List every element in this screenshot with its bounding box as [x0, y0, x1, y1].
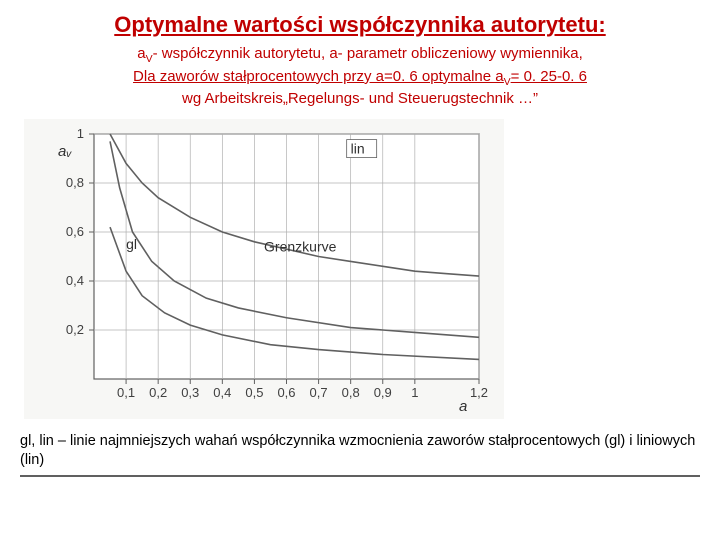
svg-text:0,4: 0,4	[66, 273, 84, 288]
page-title: Optymalne wartości współczynnika autoryt…	[20, 12, 700, 38]
svg-text:0,3: 0,3	[181, 385, 199, 400]
svg-text:1,2: 1,2	[470, 385, 488, 400]
svg-text:0,7: 0,7	[310, 385, 328, 400]
svg-text:a: a	[459, 398, 467, 415]
svg-text:0,2: 0,2	[149, 385, 167, 400]
chart-container: 0,1 0,2 0,3 0,4 0,5 0,6 0,7 0,8 0,9 1 1,2 0,2 0,4 0,6…	[24, 119, 504, 424]
svg-text:lin: lin	[351, 140, 365, 156]
sub-l1-post: - współczynnik autorytetu, a- parametr o…	[153, 45, 583, 62]
authority-chart: 0,1 0,2 0,3 0,4 0,5 0,6 0,7 0,8 0,9 1 1,2 0,2 0,4 0,6…	[24, 119, 504, 419]
svg-text:0,8: 0,8	[66, 175, 84, 190]
footer-rule	[20, 475, 700, 477]
svg-text:Grenzkurve: Grenzkurve	[264, 238, 337, 254]
svg-text:aᵥ: aᵥ	[58, 143, 72, 160]
svg-text:1: 1	[411, 385, 418, 400]
sub-l2: Dla zaworów stałprocentowych przy a=0. 6…	[133, 68, 587, 85]
svg-text:0,1: 0,1	[117, 385, 135, 400]
sub-l1-pre: a	[137, 45, 145, 62]
svg-text:0,9: 0,9	[374, 385, 392, 400]
svg-text:1: 1	[77, 126, 84, 141]
svg-text:0,4: 0,4	[213, 385, 231, 400]
svg-text:gl: gl	[126, 236, 137, 252]
chart-caption: gl, lin – linie najmniejszych wahań wspó…	[20, 432, 700, 470]
svg-text:0,6: 0,6	[66, 224, 84, 239]
svg-text:0,2: 0,2	[66, 322, 84, 337]
sub-l3: wg Arbeitskreis„Regelungs- und Steuerugs…	[182, 90, 538, 107]
svg-text:0,8: 0,8	[342, 385, 360, 400]
sub-l1-sub: V	[146, 53, 153, 65]
subtitle-block: aV- współczynnik autorytetu, a- parametr…	[20, 44, 700, 109]
svg-text:0,5: 0,5	[245, 385, 263, 400]
svg-text:0,6: 0,6	[277, 385, 295, 400]
